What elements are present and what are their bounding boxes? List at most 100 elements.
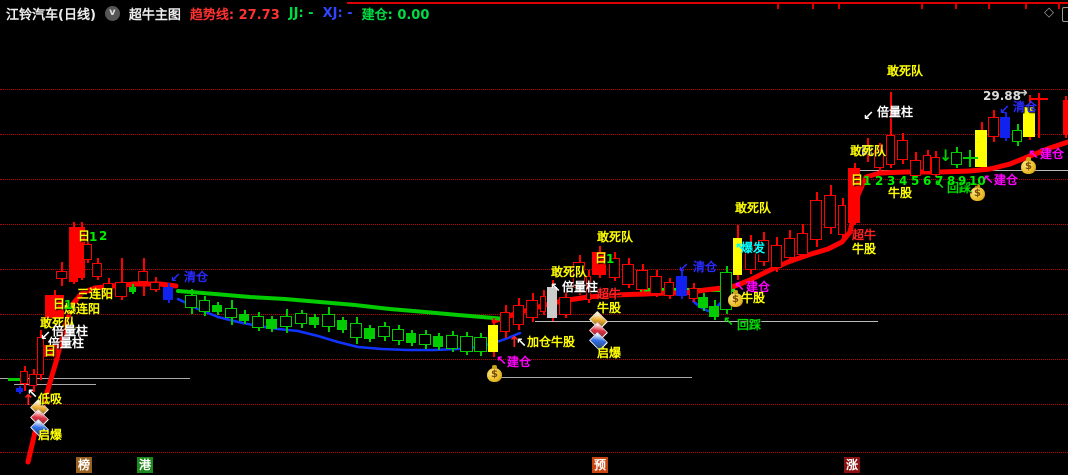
candle [526, 300, 538, 318]
top-axis-tick [812, 2, 814, 9]
day-count-number: 3 [887, 174, 896, 188]
candle [573, 262, 585, 288]
annotation-label: 回踩 [947, 181, 972, 195]
arrow-icon: ↖ [723, 315, 734, 330]
bottom-tag[interactable]: 榜 [76, 457, 92, 473]
candle [92, 263, 102, 277]
arrow-icon: ↙ [40, 329, 51, 344]
arrow-icon: ↖ [934, 178, 945, 193]
candle [56, 271, 67, 279]
annotation-label: 爆发 [741, 241, 766, 255]
arrow-icon: ↙ [678, 261, 689, 276]
annotation-label: 日 [78, 229, 91, 243]
candle [239, 314, 249, 321]
candle [609, 258, 620, 278]
candle [1063, 100, 1068, 135]
diamond-corner-icon[interactable]: ◇ [1044, 5, 1054, 20]
candle [988, 117, 999, 137]
candle [16, 388, 23, 392]
stock-title: 江铃汽车(日线) [6, 7, 96, 23]
price-gridline [0, 452, 1068, 453]
annotation-label: 1 [606, 252, 615, 266]
day-count-number: 6 [923, 174, 932, 188]
candle [500, 312, 510, 332]
day-count-number: 4 [899, 174, 908, 188]
indicator-name[interactable]: 超牛主图 [128, 7, 181, 23]
candle [540, 296, 546, 312]
arrow-icon: ↖ [735, 241, 746, 256]
candle [586, 276, 591, 300]
candle [975, 130, 987, 167]
top-axis-tick [777, 2, 779, 9]
bottom-tag[interactable]: 涨 [844, 457, 860, 473]
candle [650, 276, 662, 294]
bottom-tag[interactable]: 港 [137, 457, 153, 473]
arrow-icon: ↖ [496, 354, 507, 369]
candle-wick [890, 92, 892, 168]
candle [83, 244, 92, 260]
candle [874, 150, 884, 168]
annotation-label: 敢死队 [597, 230, 634, 244]
candle [513, 305, 524, 325]
price-gridline [0, 134, 1068, 135]
annotation-label: 倍量柱 [877, 105, 914, 119]
annotation-label: 回踩 [737, 318, 762, 332]
candle [592, 252, 606, 275]
candle [848, 168, 860, 223]
annotation-label: 清仓 [693, 260, 718, 274]
annotation-label: 倍量柱 [52, 324, 89, 338]
candle [951, 152, 962, 165]
price-gridline [0, 404, 1068, 405]
candle [280, 316, 292, 327]
annotation-label: 日 [851, 173, 864, 187]
day-count-number: 1 [863, 174, 872, 188]
candle [758, 240, 769, 262]
annotation-label: 超牛 [852, 228, 877, 242]
annotation-label: 清仓 [184, 270, 209, 284]
money-bag-icon: $ [728, 290, 743, 307]
candle [1023, 107, 1035, 137]
candle [745, 245, 756, 270]
annotation-label: 建仓 [994, 173, 1019, 187]
annotation-label: 牛股 [597, 301, 622, 315]
candle [709, 306, 719, 317]
support-line [8, 378, 24, 381]
candle [225, 308, 237, 318]
candle [733, 238, 742, 275]
chevron-down-icon[interactable]: v [104, 5, 120, 21]
day-count-number: 2 [875, 174, 884, 188]
candle [664, 282, 674, 296]
money-bag-icon: $ [1021, 157, 1036, 174]
candle [784, 238, 795, 258]
candle [771, 245, 782, 268]
candle [824, 195, 836, 228]
candle [862, 145, 872, 155]
annotation-label: 牛股 [741, 291, 766, 305]
arrow-icon: ↙ [999, 103, 1010, 118]
candle [1000, 117, 1010, 138]
annotation-label: 敢死队 [887, 64, 924, 78]
panel-corner-icon[interactable] [1062, 7, 1068, 22]
annotation-label: 低吸 [38, 392, 63, 406]
bottom-tag[interactable]: 预 [592, 457, 608, 473]
trend-line-right [491, 139, 1068, 324]
day-count-number: 9 [958, 174, 967, 188]
annotation-label: 敢死队 [40, 316, 77, 330]
candle [364, 328, 375, 339]
candle [163, 287, 173, 300]
candle [150, 282, 160, 290]
annotation-label: 清仓 [1013, 100, 1038, 114]
candle [433, 336, 443, 347]
arrow-icon: ↙ [863, 109, 874, 124]
candle [322, 314, 335, 327]
annotation-label: 超牛 [597, 287, 622, 301]
day-count-number: 5 [911, 174, 920, 188]
candle [838, 205, 846, 235]
candle [636, 270, 648, 290]
price-gridline [0, 179, 1068, 180]
annotation-label: 1 [89, 230, 98, 244]
candle [676, 276, 687, 296]
annotation-label: 建仓 [507, 355, 532, 369]
price-gridline [0, 269, 1068, 270]
candle [78, 227, 85, 278]
